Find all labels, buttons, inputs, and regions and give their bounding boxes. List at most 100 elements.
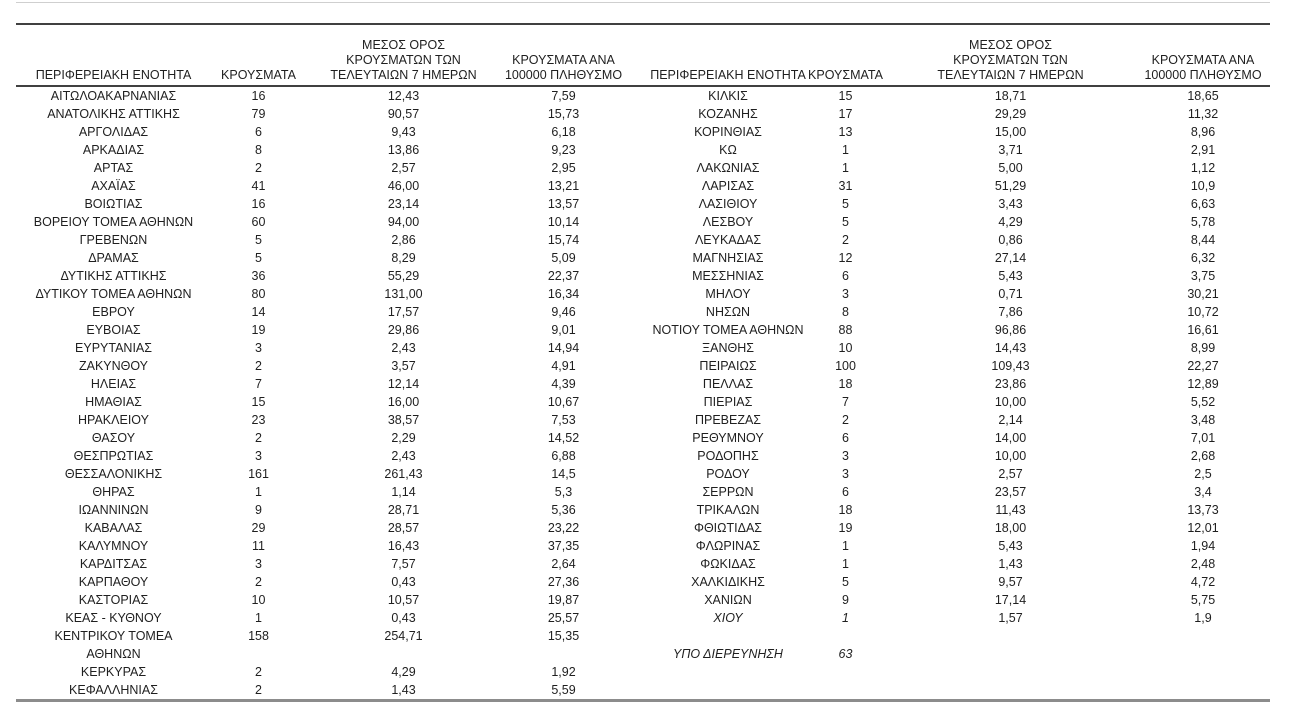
- region-name: ΚΕΦΑΛΛΗΝΙΑΣ: [69, 683, 158, 697]
- region-name: ΑΙΤΩΛΟΑΚΑΡΝΑΝΙΑΣ: [50, 89, 177, 103]
- per100k-value: 1,94: [1190, 539, 1216, 553]
- cases-value: 6: [842, 431, 849, 445]
- table-row: ΦΘΙΩΤΙΔΑΣ 19 18,00 12,01: [648, 519, 1268, 537]
- region-name: [648, 627, 808, 645]
- cases-value: 9: [255, 503, 262, 517]
- per100k-value: 13,57: [547, 197, 580, 211]
- cases-value: 12: [838, 251, 853, 265]
- table-row: ΚΕΦΑΛΛΗΝΙΑΣ 2 1,43 5,59: [16, 681, 626, 699]
- region-name: ΑΧΑΪΑΣ: [91, 179, 136, 193]
- per100k-value: 10,67: [547, 395, 580, 409]
- header-cases: ΚΡΟΥΣΜΑΤΑ: [808, 68, 883, 82]
- avg7-value: 0,86: [998, 233, 1023, 247]
- region-name: ΜΕΣΣΗΝΙΑΣ: [692, 269, 764, 283]
- per100k-value: 22,37: [547, 269, 580, 283]
- cases-value: 10: [251, 593, 266, 607]
- avg7-value: 1,43: [391, 683, 416, 697]
- table-row: ΚΕΑΣ - ΚΥΘΝΟΥ 1 0,43 25,57: [16, 609, 626, 627]
- per100k-value: 23,22: [547, 521, 580, 535]
- region-name: ΡΕΘΥΜΝΟΥ: [692, 431, 764, 445]
- region-name: ΘΑΣΟΥ: [91, 431, 136, 445]
- per100k-value: [1138, 627, 1268, 645]
- table-row: ΠΕΙΡΑΙΩΣ 100 109,43 22,27: [648, 357, 1268, 375]
- avg7-value: [883, 645, 1138, 663]
- avg7-value: 23,14: [387, 197, 420, 211]
- region-name: ΖΑΚΥΝΘΟΥ: [78, 359, 149, 373]
- avg7-value: 1,43: [998, 557, 1023, 571]
- per100k-value: 15,35: [547, 629, 580, 643]
- cases-value: 6: [842, 269, 849, 283]
- per100k-value: 27,36: [547, 575, 580, 589]
- cases-value: 5: [842, 575, 849, 589]
- cases-value: 15: [838, 89, 853, 103]
- avg7-value: 9,43: [391, 125, 416, 139]
- avg7-value: 12,14: [387, 377, 420, 391]
- avg7-value: 5,43: [998, 539, 1023, 553]
- avg7-value: 17,14: [994, 593, 1027, 607]
- table-row: ΓΡΕΒΕΝΩΝ 5 2,86 15,74: [16, 231, 626, 249]
- avg7-value: 13,86: [387, 143, 420, 157]
- avg7-value: 10,00: [994, 449, 1027, 463]
- region-name: ΡΟΔΟΥ: [706, 467, 750, 481]
- per100k-value: 15,73: [547, 107, 580, 121]
- region-name: ΚΕΡΚΥΡΑΣ: [80, 665, 147, 679]
- region-name: ΗΛΕΙΑΣ: [90, 377, 137, 391]
- per100k-value: 30,21: [1187, 287, 1219, 301]
- table: ΠΕΡΙΦΕΡΕΙΑΚΗ ΕΝΟΤΗΤΑ ΚΡΟΥΣΜΑΤΑ ΜΕΣΟΣ ΟΡΟ…: [16, 23, 1270, 702]
- cases-value: 41: [251, 179, 266, 193]
- table-row: ΦΩΚΙΔΑΣ 1 1,43 2,48: [648, 555, 1268, 573]
- right-table: ΚΙΛΚΙΣ 15 18,71 18,65 ΚΟΖΑΝΗΣ 17 29,29 11,32 ΚΟΡ…: [648, 87, 1268, 663]
- cases-value: 5: [842, 197, 849, 211]
- cases-value: 6: [255, 125, 262, 139]
- region-name: ΠΙΕΡΙΑΣ: [703, 395, 753, 409]
- per100k-value: 2,68: [1190, 449, 1216, 463]
- per100k-value: 4,72: [1190, 575, 1216, 589]
- region-name: ΔΥΤΙΚΗΣ ΑΤΤΙΚΗΣ: [60, 269, 167, 283]
- regional-cases-table: ΠΕΡΙΦΕΡΕΙΑΚΗ ΕΝΟΤΗΤΑ ΚΡΟΥΣΜΑΤΑ ΜΕΣΟΣ ΟΡΟ…: [16, 2, 1270, 702]
- region-name: ΚΑΡΠΑΘΟΥ: [78, 575, 149, 589]
- cases-value: 2: [255, 683, 262, 697]
- per100k-value: 5,59: [551, 683, 576, 697]
- region-name: ΑΝΑΤΟΛΙΚΗΣ ΑΤΤΙΚΗΣ: [47, 107, 180, 121]
- region-name: ΠΕΙΡΑΙΩΣ: [699, 359, 757, 373]
- table-row: ΗΜΑΘΙΑΣ 15 16,00 10,67: [16, 393, 626, 411]
- table-row: ΔΡΑΜΑΣ 5 8,29 5,09: [16, 249, 626, 267]
- cases-value: 2: [255, 161, 262, 175]
- avg7-value: 4,29: [998, 215, 1023, 229]
- per100k-value: 37,35: [547, 539, 580, 553]
- table-row: ΥΠΟ ΔΙΕΡΕΥΝΗΣΗ 63: [648, 645, 1268, 663]
- region-name: ΦΘΙΩΤΙΔΑΣ: [693, 521, 763, 535]
- table-row: ΛΑΣΙΘΙΟΥ 5 3,43 6,63: [648, 195, 1268, 213]
- table-row: ΛΕΣΒΟΥ 5 4,29 5,78: [648, 213, 1268, 231]
- avg7-value: 1,14: [391, 485, 416, 499]
- cases-value: 1: [255, 611, 262, 625]
- table-row: ΔΥΤΙΚΟΥ ΤΟΜΕΑ ΑΘΗΝΩΝ 80 131,00 16,34: [16, 285, 626, 303]
- table-row: ΦΛΩΡΙΝΑΣ 1 5,43 1,94: [648, 537, 1268, 555]
- region-name: ΚΙΛΚΙΣ: [708, 89, 748, 103]
- region-name: ΒΟΡΕΙΟΥ ΤΟΜΕΑ ΑΘΗΝΩΝ: [33, 215, 194, 229]
- region-name: ΜΗΛΟΥ: [705, 287, 751, 301]
- avg7-value: 261,43: [384, 467, 423, 481]
- right-table-header: ΠΕΡΙΦΕΡΕΙΑΚΗ ΕΝΟΤΗΤΑ ΚΡΟΥΣΜΑΤΑ ΜΕΣΟΣ ΟΡΟ…: [648, 38, 1268, 83]
- region-name: ΝΟΤΙΟΥ ΤΟΜΕΑ ΑΘΗΝΩΝ: [652, 323, 804, 337]
- region-name: ΛΑΚΩΝΙΑΣ: [696, 161, 760, 175]
- per100k-value: 13,21: [547, 179, 580, 193]
- avg7-value: 2,14: [998, 413, 1023, 427]
- cases-value: 36: [251, 269, 266, 283]
- region-name: ΑΡΚΑΔΙΑΣ: [82, 143, 145, 157]
- cases-value: 9: [842, 593, 849, 607]
- table-row: ΛΕΥΚΑΔΑΣ 2 0,86 8,44: [648, 231, 1268, 249]
- table-row: ΗΡΑΚΛΕΙΟΥ 23 38,57 7,53: [16, 411, 626, 429]
- table-row: ΧΑΝΙΩΝ 9 17,14 5,75: [648, 591, 1268, 609]
- per100k-value: 2,64: [551, 557, 576, 571]
- table-row: ΚΑΒΑΛΑΣ 29 28,57 23,22: [16, 519, 626, 537]
- per100k-value: 10,14: [547, 215, 580, 229]
- avg7-value: 2,43: [391, 341, 416, 355]
- table-row: ΚΑΣΤΟΡΙΑΣ 10 10,57 19,87: [16, 591, 626, 609]
- per100k-value: 4,39: [551, 377, 576, 391]
- cases-value: 5: [255, 233, 262, 247]
- region-name: ΤΡΙΚΑΛΩΝ: [696, 503, 760, 517]
- table-row: ΑΙΤΩΛΟΑΚΑΡΝΑΝΙΑΣ 16 12,43 7,59: [16, 87, 626, 105]
- per100k-value: 1,92: [551, 665, 576, 679]
- cases-value: 2: [255, 575, 262, 589]
